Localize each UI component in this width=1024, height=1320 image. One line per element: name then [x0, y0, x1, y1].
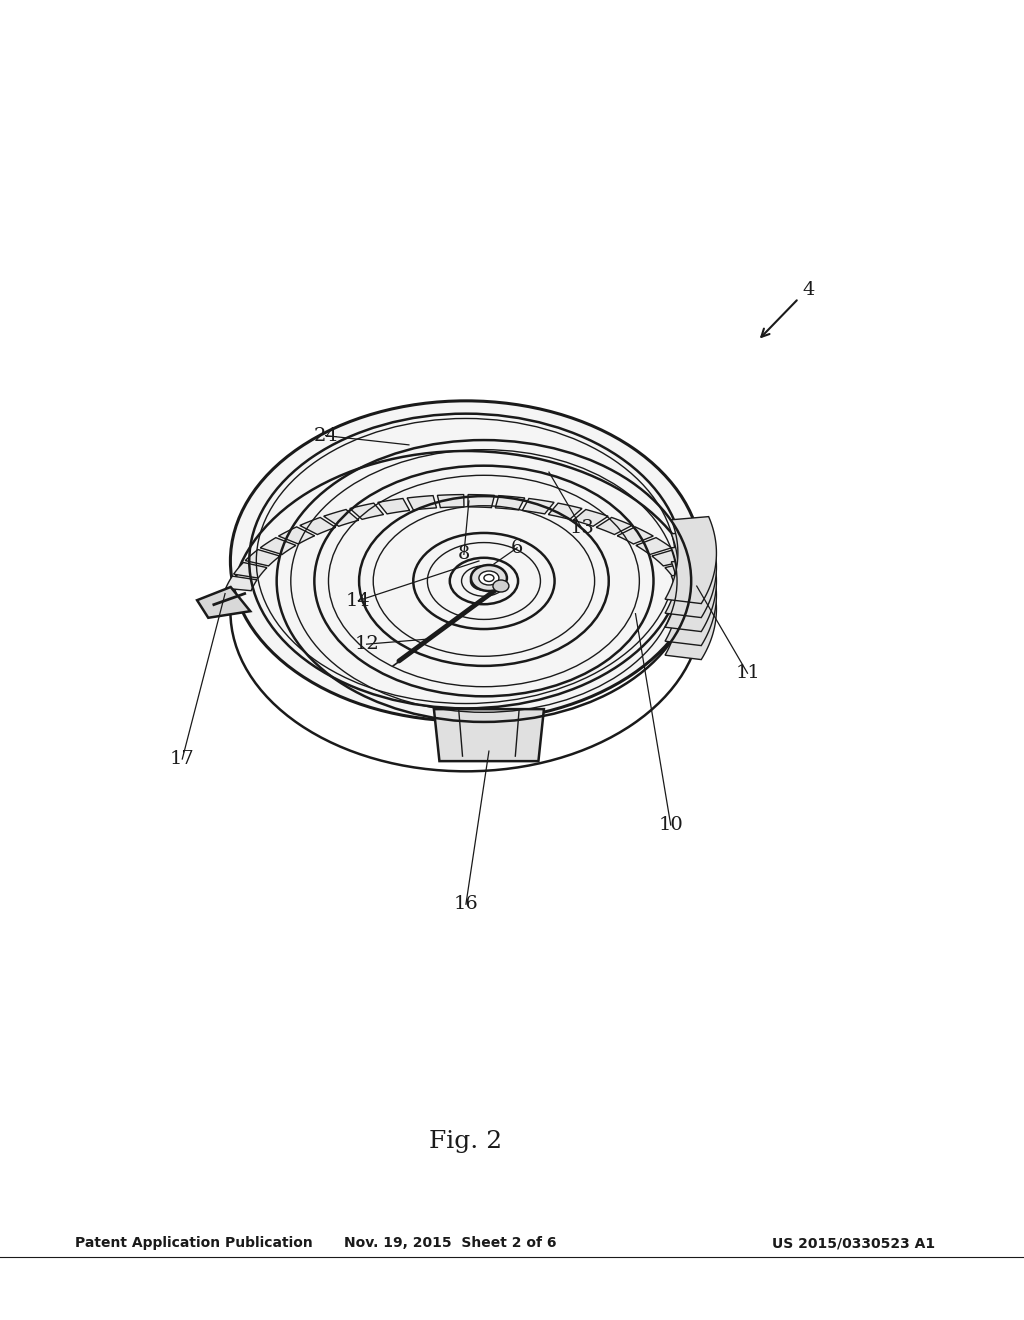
Polygon shape [496, 495, 524, 510]
Polygon shape [350, 503, 384, 519]
Polygon shape [197, 587, 250, 618]
Text: 6: 6 [511, 539, 523, 557]
Polygon shape [245, 549, 280, 566]
Text: 11: 11 [735, 664, 760, 682]
Text: Nov. 19, 2015  Sheet 2 of 6: Nov. 19, 2015 Sheet 2 of 6 [344, 1237, 556, 1250]
Polygon shape [378, 499, 410, 513]
Polygon shape [665, 516, 717, 603]
Polygon shape [617, 527, 653, 544]
Polygon shape [260, 537, 296, 554]
Polygon shape [665, 531, 717, 618]
Polygon shape [665, 545, 717, 631]
Text: 13: 13 [569, 519, 594, 537]
Text: 24: 24 [313, 426, 338, 445]
Polygon shape [408, 495, 436, 510]
Text: 4: 4 [803, 281, 815, 300]
Polygon shape [596, 517, 632, 535]
Polygon shape [675, 576, 707, 591]
Text: US 2015/0330523 A1: US 2015/0330523 A1 [772, 1237, 935, 1250]
Ellipse shape [493, 579, 509, 591]
Polygon shape [665, 562, 698, 578]
Text: 17: 17 [170, 750, 195, 768]
Ellipse shape [230, 401, 701, 721]
Text: 10: 10 [658, 816, 683, 834]
Ellipse shape [479, 572, 499, 585]
Polygon shape [548, 503, 582, 519]
Polygon shape [652, 549, 687, 566]
Polygon shape [665, 573, 717, 660]
Polygon shape [522, 499, 554, 513]
Polygon shape [279, 527, 314, 544]
Text: 16: 16 [454, 895, 478, 913]
Polygon shape [573, 510, 608, 527]
Polygon shape [437, 495, 464, 508]
Polygon shape [225, 576, 257, 591]
Text: Patent Application Publication: Patent Application Publication [75, 1237, 312, 1250]
Text: 12: 12 [354, 635, 379, 653]
Polygon shape [636, 537, 672, 554]
Polygon shape [468, 495, 495, 508]
Polygon shape [233, 562, 267, 578]
Text: 8: 8 [458, 545, 470, 564]
Polygon shape [665, 558, 717, 645]
Polygon shape [434, 709, 544, 762]
Ellipse shape [471, 565, 507, 591]
Polygon shape [300, 517, 336, 535]
Polygon shape [324, 510, 358, 527]
Text: 14: 14 [346, 591, 371, 610]
Text: Fig. 2: Fig. 2 [429, 1130, 503, 1154]
